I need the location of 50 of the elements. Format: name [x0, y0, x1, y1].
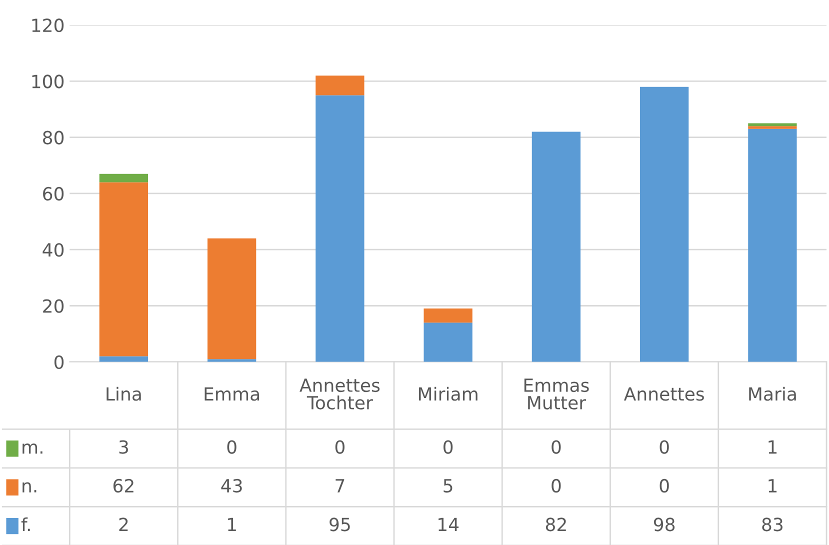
y-tick-label: 80	[43, 130, 64, 144]
data-label: 43	[221, 478, 242, 493]
x-tick-label: Maria	[749, 386, 796, 401]
data-label: 83	[762, 518, 782, 532]
bar	[316, 95, 364, 362]
data-label: 2	[119, 518, 128, 532]
bar	[207, 238, 256, 360]
data-label: 0	[444, 440, 453, 454]
bar	[532, 132, 581, 362]
data-label: 0	[660, 478, 669, 493]
data-label: 14	[438, 518, 459, 532]
data-label: 95	[330, 518, 350, 532]
data-label: 82	[546, 518, 566, 532]
x-tick-label: Miriam	[419, 386, 478, 401]
y-tick-label: 20	[43, 299, 64, 313]
data-label: 1	[768, 479, 777, 492]
data-label: 1	[768, 440, 777, 454]
data-label: 0	[552, 478, 561, 493]
bar	[640, 86, 689, 362]
bar	[316, 76, 364, 96]
data-label: 1	[228, 518, 236, 532]
data-label: 98	[654, 518, 675, 532]
x-tick-label: Annettes Tochter	[300, 378, 380, 410]
x-tick-label: Emmas Mutter	[524, 378, 589, 410]
legend-label: f.	[21, 517, 30, 532]
data-label: 0	[552, 440, 561, 454]
bar	[748, 123, 797, 126]
bar	[748, 126, 797, 129]
y-tick-label: 60	[43, 186, 64, 201]
data-label: 5	[444, 479, 452, 493]
bar	[424, 308, 472, 323]
bar	[748, 128, 797, 362]
x-tick-label: Emma	[204, 387, 260, 401]
bar	[99, 174, 148, 182]
legend-label: m.	[22, 443, 42, 454]
x-tick-label: Lina	[106, 386, 141, 401]
x-tick-label: Annettes	[624, 387, 704, 401]
data-label: 62	[113, 478, 134, 493]
legend-label: n.	[22, 482, 36, 492]
data-label: 0	[227, 440, 236, 454]
bar	[99, 182, 148, 356]
y-tick-label: 40	[42, 243, 64, 257]
y-tick-label: 0	[54, 355, 64, 369]
y-tick-label: 120	[32, 18, 64, 32]
data-label: 7	[336, 479, 344, 492]
y-tick-label: 100	[32, 74, 64, 88]
data-label: 0	[335, 440, 344, 454]
bar	[424, 322, 472, 362]
data-label: 3	[119, 440, 128, 454]
data-label: 0	[660, 440, 669, 454]
